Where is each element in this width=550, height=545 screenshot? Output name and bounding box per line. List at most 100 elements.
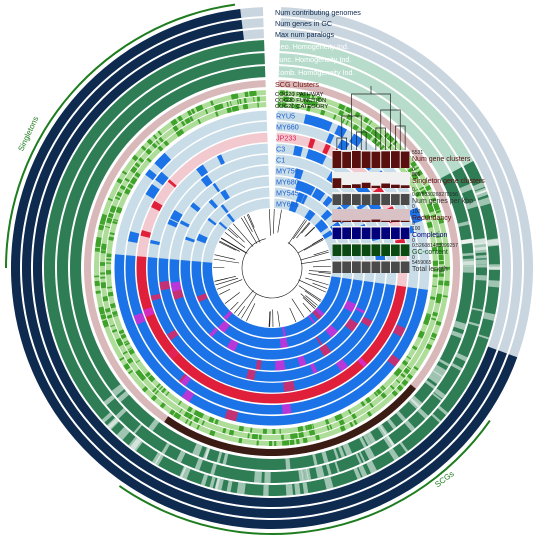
dendrogram-branch: [289, 307, 297, 323]
cog-tick: [341, 118, 346, 124]
cog-tick: [186, 406, 193, 413]
homogeneity-tick: [475, 264, 487, 268]
genome-highlight: [344, 318, 359, 332]
homogeneity-tick: [323, 476, 334, 490]
cog-tick: [193, 416, 200, 424]
dendrogram-branch: [219, 240, 240, 252]
bar: [361, 194, 371, 205]
cog-tick: [226, 107, 232, 114]
bar: [352, 184, 361, 188]
bar-layer-label: Num genes per kbp: [412, 198, 473, 205]
bar: [342, 227, 351, 239]
cog-tick: [247, 433, 250, 439]
dendrogram-branch: [318, 271, 331, 274]
homogeneity-tick: [451, 330, 463, 339]
cog-tick: [292, 91, 295, 97]
cog-tick: [346, 107, 350, 113]
homogeneity-tick: [355, 453, 363, 465]
cog-tick: [135, 359, 141, 364]
cog-tick: [141, 386, 149, 393]
genome-block: [155, 171, 169, 186]
cog-tick: [179, 408, 183, 414]
layer-label: Num genes in GC: [275, 19, 332, 28]
dendrogram-branch: [304, 226, 315, 237]
homogeneity-tick: [337, 446, 345, 458]
cog-tick: [432, 274, 438, 278]
bar: [352, 220, 361, 222]
cog-tick: [353, 419, 358, 426]
cog-tick: [363, 116, 370, 124]
cog-tick: [305, 99, 308, 105]
dendrogram-branch: [221, 237, 248, 254]
genome-block: [311, 188, 326, 202]
cog-tick: [308, 100, 315, 107]
dendrogram-branch: [269, 311, 271, 327]
bar-min-label: 0: [412, 238, 415, 244]
genome-block: [303, 114, 319, 127]
dendrogram-root-arc: [241, 238, 303, 299]
cog-tick: [128, 369, 134, 375]
bar: [352, 151, 361, 168]
homogeneity-tick: [475, 187, 487, 195]
dendrogram-branch: [298, 279, 326, 293]
dendrogram-branch: [300, 251, 329, 261]
dendrogram: [213, 86, 406, 327]
genome-label-c3: C3: [276, 144, 285, 153]
cog-tick: [106, 253, 112, 255]
cog-tick: [302, 92, 309, 99]
dendrogram-branch: [298, 285, 322, 301]
genome-block: [295, 192, 305, 204]
genome-highlight: [224, 409, 239, 422]
cog-tick: [347, 409, 352, 415]
cog-tick: [123, 340, 129, 344]
homogeneity-tick: [148, 419, 160, 432]
homogeneity-tick: [210, 463, 217, 476]
cog-tick: [281, 434, 284, 440]
cog-tick: [102, 295, 109, 302]
cog-tick: [367, 134, 372, 140]
cog-tick: [272, 428, 276, 434]
bar-layer-label: Total length: [412, 266, 448, 273]
cog-tick: [124, 188, 131, 195]
cog-tick: [112, 329, 118, 333]
cog-tick: [406, 373, 414, 380]
bar: [361, 244, 371, 256]
dendrogram-branch: [232, 223, 254, 247]
bar: [391, 261, 400, 273]
cog-tick: [120, 333, 127, 340]
cog-tick: [119, 184, 126, 191]
dendrogram-branch: [277, 209, 282, 233]
bar-row-bg: [332, 150, 410, 168]
bar: [391, 151, 400, 168]
genome-highlight: [360, 316, 373, 327]
genome-block: [220, 204, 229, 214]
dendrogram-branch: [292, 220, 307, 239]
homogeneity-tick: [455, 352, 468, 362]
cog-tick: [370, 129, 376, 135]
cog-tick: [100, 282, 106, 286]
dendrogram-branch: [277, 311, 280, 327]
genome-core-my545: [191, 260, 352, 349]
cog-tick: [282, 440, 285, 446]
cog-tick: [420, 189, 427, 196]
genome-highlight: [275, 360, 286, 371]
cog-tick: [229, 429, 234, 436]
cog-tick: [188, 413, 193, 420]
bar-max-label: 100: [412, 209, 421, 215]
genome-highlight: [343, 300, 357, 313]
cog-tick: [413, 365, 419, 371]
cog-tick: [106, 314, 113, 319]
cog-tick: [432, 268, 438, 272]
cog-tick: [99, 222, 105, 226]
cog-tick: [106, 270, 112, 275]
dendrogram-branch: [215, 277, 239, 286]
bar-row-bg: [332, 260, 410, 273]
bar: [381, 261, 390, 273]
dendrogram-branch: [305, 227, 316, 237]
cog-tick: [326, 425, 330, 431]
dendrogram-branch: [220, 238, 247, 254]
cog-tick: [407, 167, 414, 174]
cog-tick: [332, 114, 337, 120]
bin-label-singletons: Singletons: [16, 115, 40, 153]
